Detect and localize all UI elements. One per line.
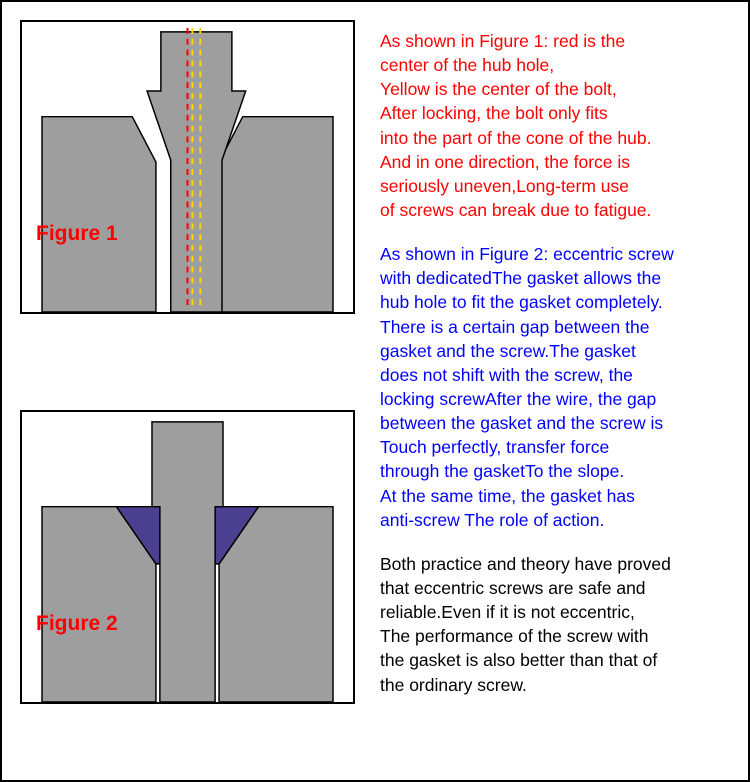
figure-2-box — [20, 410, 355, 704]
paragraph-1: As shown in Figure 1: red is the center … — [380, 29, 735, 222]
figure-1-box — [20, 20, 355, 314]
figure-1-diagram — [22, 22, 353, 312]
paragraph-3: Both practice and theory have proved tha… — [380, 552, 735, 697]
figure-2-label: Figure 2 — [36, 612, 118, 636]
figures-column: Figure 1 Figure 2 — [2, 2, 372, 780]
figure-1-label: Figure 1 — [36, 222, 118, 246]
paragraph-2: As shown in Figure 2: eccentric screw wi… — [380, 242, 735, 532]
text-column: As shown in Figure 1: red is the center … — [380, 29, 735, 717]
figure-2-diagram — [22, 412, 353, 702]
page-container: Figure 1 Figure 2 As shown in Figure 1: … — [0, 0, 750, 782]
